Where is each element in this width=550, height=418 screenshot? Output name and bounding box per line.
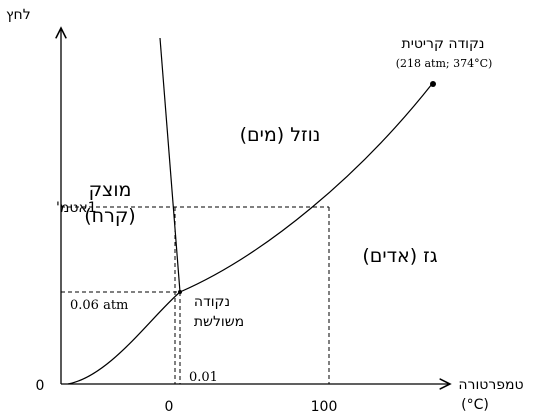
triple-point-sublabel: משולשת (194, 314, 244, 330)
triple-point-pressure: 0.06 atm (70, 298, 128, 313)
x-tick-0: 0 (165, 399, 174, 415)
solid-region-label: מוצק (89, 179, 132, 201)
x-axis-unit: (°C) (461, 397, 489, 413)
fusion-curve (159, 37, 181, 293)
critical-point-values: (218 atm; 374°C) (396, 57, 493, 70)
vaporization-curve (179, 83, 433, 293)
sublimation-curve (67, 291, 181, 385)
y-tick-1atm: 1אטמ' (56, 200, 97, 216)
y-axis-label: לחץ (6, 7, 31, 23)
x-tick-100: 100 (311, 399, 338, 415)
origin-label: 0 (36, 378, 45, 394)
triple-point-label: נקודה (194, 294, 230, 310)
triple-point-marker (178, 290, 182, 294)
x-axis-label: טמפרטורה (458, 377, 523, 393)
critical-point-marker (430, 81, 436, 87)
guide-lines (61, 206, 330, 384)
liquid-region-label: נוזל (מים) (240, 124, 321, 146)
gas-region-label: גז (אדים) (362, 245, 437, 267)
triple-point-temperature: 0.01 (189, 370, 218, 385)
critical-point-label: נקודה קריטית (402, 36, 485, 52)
solid-region-sublabel: (קרח) (84, 205, 135, 227)
